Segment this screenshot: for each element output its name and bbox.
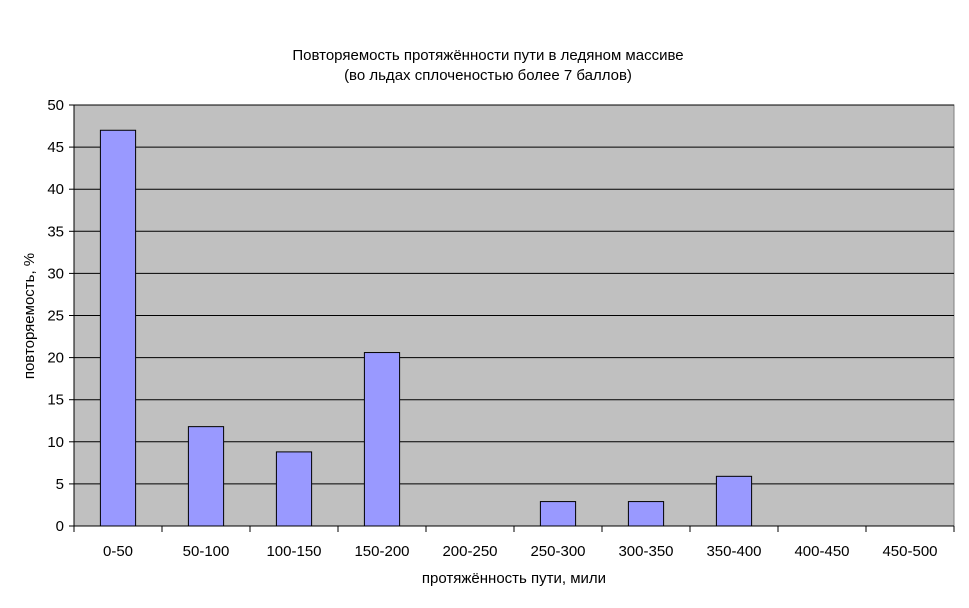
bar-150-200 <box>363 352 401 527</box>
y-tick-label: 50 <box>47 97 64 114</box>
bar-250-300 <box>539 501 577 527</box>
chart-title-line2: (во льдах сплоченостью более 7 баллов) <box>344 67 632 84</box>
x-tick-label: 400-450 <box>794 543 849 560</box>
y-tick-label: 30 <box>47 265 64 282</box>
y-tick-label: 0 <box>56 518 64 535</box>
x-tick-label: 250-300 <box>530 543 585 560</box>
bar-300-350 <box>627 501 665 527</box>
y-tick-label: 5 <box>56 476 64 493</box>
y-tick-label: 25 <box>47 308 64 325</box>
y-tick-label: 10 <box>47 434 64 451</box>
x-tick-label: 300-350 <box>618 543 673 560</box>
x-axis-label: протяжённость пути, мили <box>422 570 606 587</box>
y-axis: 0 5 10 15 20 25 30 35 40 45 50 <box>47 97 75 535</box>
x-tick-label: 200-250 <box>442 543 497 560</box>
x-tick-label: 0-50 <box>103 543 133 560</box>
x-tick-label: 450-500 <box>882 543 937 560</box>
y-tick-label: 40 <box>47 181 64 198</box>
x-tick-label: 350-400 <box>706 543 761 560</box>
y-tick-label: 15 <box>47 392 64 409</box>
y-tick-label: 20 <box>47 350 64 367</box>
x-tick-label: 50-100 <box>183 543 230 560</box>
x-tick-label: 150-200 <box>354 543 409 560</box>
y-tick-label: 45 <box>47 139 64 156</box>
x-tick-label: 100-150 <box>266 543 321 560</box>
y-axis-label: повторяемость, % <box>21 253 38 379</box>
chart-title-line1: Повторяемость протяжённости пути в ледян… <box>292 47 683 64</box>
bar-100-150 <box>275 451 313 527</box>
y-tick-label: 35 <box>47 223 64 240</box>
bar-50-100 <box>187 426 225 527</box>
x-axis: 0-50 50-100 100-150 150-200 200-250 250-300 30… <box>73 525 955 560</box>
bar-0-50 <box>99 129 137 527</box>
bar-350-400 <box>715 475 753 527</box>
